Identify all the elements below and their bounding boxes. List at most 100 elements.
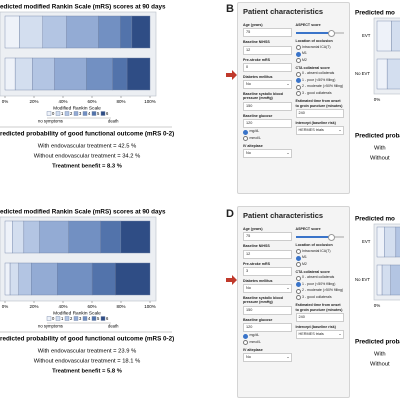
form-panel: Patient characteristics Age (years) 75 Base…: [237, 2, 350, 194]
field-label: Estimated time from onset to groin punct…: [295, 303, 343, 312]
field-label: Baseline NIHSS: [243, 40, 270, 45]
radio: [295, 51, 301, 57]
legend-label: 6: [106, 111, 109, 116]
radio-label: 3 - good collaterals: [302, 90, 332, 95]
bar-segment: [54, 57, 87, 91]
field-label: ASPECT score: [295, 227, 321, 231]
radio-label: mmol/L: [249, 135, 261, 140]
legend-note: death: [108, 324, 119, 329]
red-arrow: [226, 70, 237, 80]
bar-segment: [98, 15, 121, 49]
bar-segment: [66, 15, 99, 49]
legend-label: 4: [88, 111, 91, 116]
slider-fill: [295, 236, 330, 238]
radio: [295, 78, 301, 84]
radio: [243, 136, 248, 142]
x-tick-label: 0%: [374, 97, 381, 102]
radio-option: 0 - absent collaterals: [295, 275, 345, 281]
radio-option: 3 - good collaterals: [295, 295, 345, 301]
slider-fill: [295, 32, 330, 34]
x-tick-label: 100%: [144, 304, 156, 309]
bar-segment: [9, 262, 19, 296]
legend-label: 6: [106, 316, 109, 321]
radio-label: 2 - moderate (>50% filling): [302, 84, 344, 89]
panel-letter: B: [226, 3, 234, 15]
result-benefit: Treatment benefit = 8.3 %: [52, 164, 122, 170]
legend-label: 5: [97, 316, 100, 321]
radio: [295, 45, 301, 51]
x-tick-label: 20%: [29, 99, 38, 104]
bar-segment: [14, 57, 33, 91]
form-columns: Age (years) 75 Baseline NIHSS 12 Pre-stroke …: [243, 20, 344, 159]
legend-swatch: [55, 111, 61, 116]
legend-label: 3: [79, 316, 82, 321]
radio-label: M2: [302, 261, 307, 266]
row-label: No EVT: [355, 277, 370, 282]
bar-segment: [384, 226, 397, 258]
radio-label: 0 - absent collaterals: [302, 71, 335, 76]
form-title: Patient characteristics: [243, 7, 324, 16]
legend-swatch: [64, 111, 70, 116]
result-title: redicted probability of good functional …: [0, 336, 174, 343]
radio: [295, 282, 301, 288]
field-label: IV alteplase: [243, 144, 263, 149]
legend-swatch: [46, 111, 52, 116]
x-tick-label: 0%: [2, 99, 9, 104]
radio-option: mmol/L: [243, 136, 292, 142]
input: 0: [243, 62, 292, 72]
field-label: IV alteplase: [243, 348, 263, 353]
result-title: Predicted proba: [355, 133, 400, 140]
field-label: Age (years): [243, 23, 263, 27]
bar-segment: [112, 57, 128, 91]
radio-option: 2 - moderate (>50% filling): [295, 288, 345, 294]
row-label: EVT: [362, 33, 371, 38]
bar-segment: [376, 226, 385, 258]
bar-segment: [120, 220, 151, 254]
row-label: EVT: [362, 239, 371, 244]
result-line: Without endovascular treatment = 18.1 %: [34, 359, 141, 365]
field-label: ASPECT score: [295, 23, 321, 27]
panel-title: edicted modified Rankin Scale (mRS) scor…: [0, 4, 166, 11]
select: No: [243, 353, 292, 363]
x-tick-label: 100%: [144, 99, 156, 104]
field-label: Baseline glucose: [243, 113, 273, 118]
legend-swatch: [73, 111, 79, 116]
bar-segment: [91, 262, 116, 296]
row-label: No EVT: [355, 71, 370, 76]
form-columns: Age (years) 75 Baseline NIHSS 12 Pre-stroke …: [243, 224, 345, 363]
result-line: Without endovascular treatment = 34.2 %: [34, 154, 141, 160]
radio-label: mg/dL: [249, 129, 260, 134]
bar-segment: [390, 264, 400, 296]
result-line: Without: [370, 362, 390, 368]
input: 240: [295, 108, 344, 118]
result-benefit: Treatment benefit = 5.8 %: [52, 369, 122, 375]
legend-swatch: [73, 316, 79, 321]
legend-label: 1: [61, 316, 64, 321]
radio-option: M2: [295, 261, 345, 268]
bar-segment: [391, 20, 400, 52]
legend-note: no symptoms: [38, 119, 63, 124]
legend-swatch: [55, 316, 61, 321]
input: 150: [243, 101, 292, 111]
bar-segment: [19, 15, 43, 49]
x-tick-label: 60%: [87, 99, 96, 104]
legend-title: Modified Rankin Scale: [53, 105, 101, 111]
legend-swatch: [100, 316, 106, 321]
bar-segment: [386, 58, 400, 90]
bar-segment: [131, 15, 151, 49]
radio-label: mg/dL: [249, 333, 260, 338]
radio: [295, 58, 301, 64]
legend-swatch: [82, 111, 88, 116]
radio: [295, 262, 301, 268]
legend-label: 5: [97, 111, 100, 116]
input: 3: [243, 266, 292, 276]
bar-segment: [126, 57, 151, 91]
field-label: Diabetes mellitus: [243, 74, 273, 79]
bar-segment: [376, 264, 383, 296]
radio-label: M1: [302, 255, 307, 260]
bar-segment: [4, 15, 20, 49]
x-tick-label: 80%: [116, 99, 125, 104]
field-label: CTA collateral score: [295, 66, 330, 71]
result-line: With: [374, 146, 386, 152]
